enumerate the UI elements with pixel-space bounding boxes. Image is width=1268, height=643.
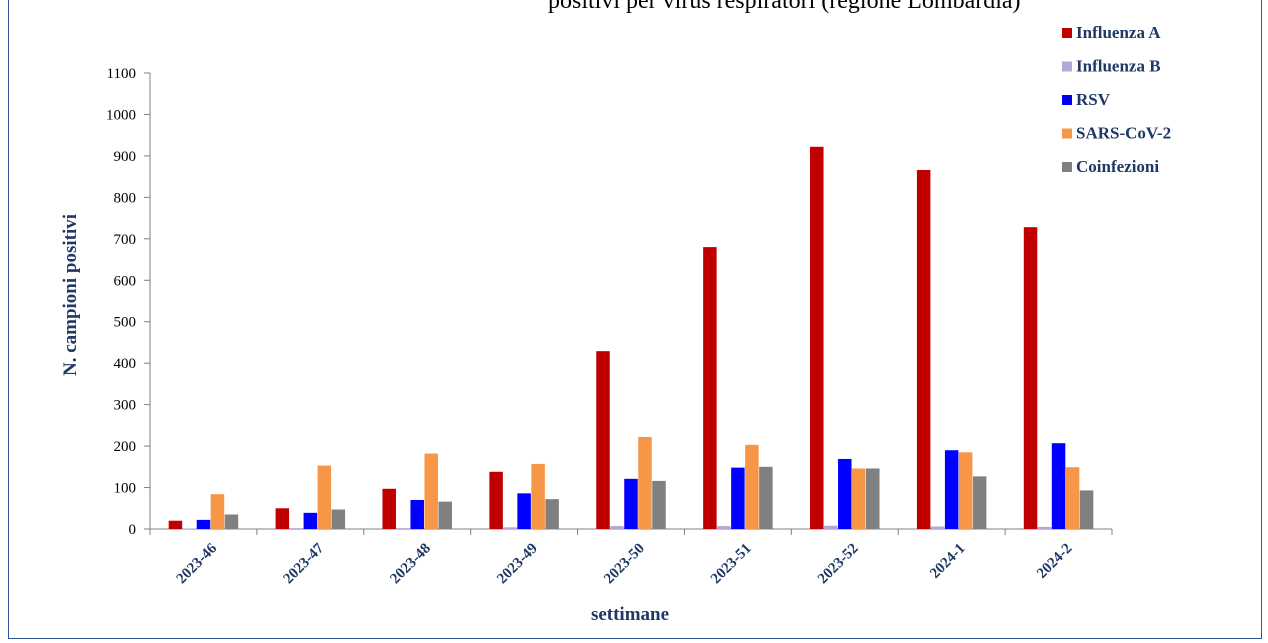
bar-coinfezioni-2023-47 <box>331 509 346 529</box>
bar-influenza-a-2023-49 <box>489 471 503 529</box>
y-tick-label: 300 <box>114 398 137 414</box>
bar-coinfezioni-2023-52 <box>866 468 880 529</box>
x-tick-label: 2023-49 <box>494 541 541 588</box>
bar-influenza-a-2024-1 <box>916 170 931 529</box>
legend-swatch <box>1062 95 1072 105</box>
bar-rsv-2023-52 <box>838 458 852 529</box>
y-tick-label: 200 <box>114 439 137 455</box>
legend-label: SARS-CoV-2 <box>1076 124 1171 143</box>
bar-sars-cov-2-2023-48 <box>424 453 438 529</box>
bar-influenza-a-2024-2 <box>1023 227 1038 529</box>
x-tick-label: 2024-1 <box>927 541 968 582</box>
bar-influenza-a-2023-51 <box>703 247 717 530</box>
y-axis-title: N. campioni positivi <box>60 214 81 376</box>
bar-rsv-2024-2 <box>1051 443 1066 529</box>
bars <box>168 146 1094 530</box>
bar-coinfezioni-2023-50 <box>652 480 666 529</box>
y-tick-label: 0 <box>129 522 137 538</box>
legend-label: Influenza B <box>1076 57 1161 76</box>
bar-sars-cov-2-2023-47 <box>317 465 332 529</box>
y-tick-label: 500 <box>114 315 137 331</box>
bar-sars-cov-2-2023-52 <box>852 468 866 529</box>
bar-rsv-2023-47 <box>303 512 318 529</box>
bar-rsv-2023-46 <box>196 519 211 529</box>
legend: Influenza A Influenza B RSV SARS-CoV-2 Coinf… <box>1062 23 1171 176</box>
bar-influenza-b-2024-1 <box>930 526 945 529</box>
bar-influenza-b-2023-52 <box>824 525 838 529</box>
bar-rsv-2023-51 <box>731 467 745 529</box>
bar-sars-cov-2-2023-49 <box>531 463 545 529</box>
y-tick-label: 800 <box>114 190 137 206</box>
x-tick-label: 2023-46 <box>174 540 221 587</box>
bar-influenza-b-2023-51 <box>717 526 731 529</box>
y-tick-label: 400 <box>114 356 137 372</box>
bar-influenza-b-2023-47 <box>289 528 304 529</box>
x-tick-label: 2023-50 <box>601 541 648 588</box>
x-tick-label: 2023-48 <box>387 541 434 588</box>
bar-coinfezioni-2024-1 <box>972 476 987 529</box>
legend-label: Coinfezioni <box>1076 157 1159 176</box>
y-tick-label: 600 <box>114 273 137 289</box>
legend-swatch <box>1062 61 1072 72</box>
legend-label: RSV <box>1076 90 1111 109</box>
bar-influenza-b-2024-2 <box>1037 526 1052 529</box>
chart-frame <box>8 0 1262 639</box>
x-axis-title: settimane <box>591 604 669 625</box>
bar-sars-cov-2-2024-2 <box>1065 467 1080 529</box>
bar-influenza-a-2023-46 <box>168 520 183 529</box>
bar-rsv-2023-49 <box>517 493 531 529</box>
legend-swatch <box>1062 128 1072 139</box>
y-axis: 0 100 200 300 400 500 600 700 800 900 1000 1100 <box>106 66 151 538</box>
bar-influenza-b-2023-49 <box>503 527 517 529</box>
chart-title-partial: positivi per virus respiratori (regione … <box>0 0 1268 18</box>
bar-influenza-b-2023-50 <box>610 526 624 529</box>
bar-sars-cov-2-2023-46 <box>210 494 225 529</box>
bar-coinfezioni-2023-46 <box>224 514 239 529</box>
x-tick-label: 2024-2 <box>1034 541 1075 582</box>
bar-coinfezioni-2023-51 <box>759 466 773 529</box>
bar-coinfezioni-2023-48 <box>438 501 452 529</box>
chart-title: positivi per virus respiratori (regione … <box>548 0 1021 14</box>
x-tick-label: 2023-47 <box>280 540 327 587</box>
bar-influenza-b-2023-48 <box>396 528 410 529</box>
y-tick-label: 700 <box>114 232 137 248</box>
bar-rsv-2023-50 <box>624 478 638 529</box>
legend-swatch <box>1062 28 1072 38</box>
bar-rsv-2024-1 <box>944 450 959 529</box>
bar-influenza-a-2023-47 <box>275 508 290 529</box>
x-axis: 2023-46 2023-47 2023-48 2023-49 2023-50 2023-… <box>149 528 1113 588</box>
y-tick-label: 1000 <box>106 107 136 123</box>
bar-coinfezioni-2023-49 <box>545 499 559 529</box>
y-tick-label: 100 <box>114 481 137 497</box>
y-tick-label: 900 <box>114 149 137 165</box>
bar-rsv-2023-48 <box>410 499 424 529</box>
legend-label: Influenza A <box>1076 23 1161 42</box>
bar-influenza-a-2023-50 <box>596 351 610 529</box>
x-tick-label: 2023-52 <box>815 541 862 588</box>
bar-influenza-a-2023-48 <box>382 488 396 529</box>
y-tick-label: 1100 <box>107 66 136 82</box>
bar-sars-cov-2-2024-1 <box>958 452 973 529</box>
legend-swatch <box>1062 162 1072 172</box>
bar-sars-cov-2-2023-50 <box>638 436 652 529</box>
bar-coinfezioni-2024-2 <box>1079 490 1094 529</box>
x-tick-label: 2023-51 <box>708 541 755 588</box>
bar-influenza-a-2023-52 <box>810 146 824 529</box>
bar-sars-cov-2-2023-51 <box>745 444 759 529</box>
